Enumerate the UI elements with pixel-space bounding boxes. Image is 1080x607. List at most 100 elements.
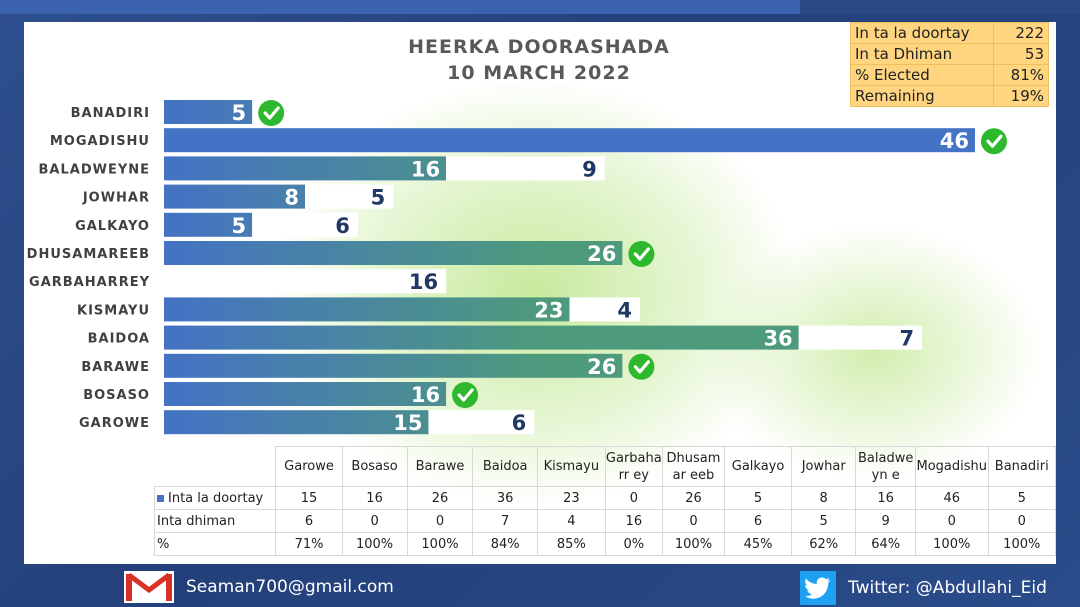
table-column-header: Bosaso [341, 446, 408, 487]
bar-remaining-label: 6 [512, 411, 527, 435]
table-cell: 9 [855, 509, 916, 533]
top-stripe [0, 0, 800, 14]
bar-elected-label: 8 [284, 186, 299, 210]
bar-elected [164, 297, 570, 322]
bar-elected [164, 382, 447, 406]
table-column-header: Garbaharr ey [604, 446, 663, 487]
check-icon [628, 353, 655, 380]
summary-row: % Elected 81% [850, 64, 1049, 86]
bar-elected [164, 241, 623, 265]
summary-label: Remaining [850, 85, 994, 107]
table-column-header: Jowhar [791, 446, 857, 487]
table-cell: 0 [604, 486, 663, 510]
table-row-label: Inta dhiman [153, 509, 277, 533]
table-cell: 26 [406, 486, 474, 510]
table-cell: 0 [661, 509, 726, 533]
table-cell: 16 [604, 509, 663, 533]
bar-elected [164, 325, 799, 350]
table-cell: 100% [341, 532, 408, 556]
bar-elected-label: 16 [411, 383, 440, 407]
summary-label: In ta la doortay [850, 22, 994, 44]
summary-value: 19% [993, 85, 1049, 107]
bar-elected-label: 26 [587, 242, 616, 266]
summary-table: In ta la doortay 222 In ta Dhiman 53% Elect… [850, 22, 1049, 107]
table-cell: 0 [987, 509, 1056, 533]
summary-value: 81% [993, 64, 1049, 86]
table-cell: 85% [536, 532, 606, 556]
table-cell: 100% [914, 532, 989, 556]
category-label: DHUSAMAREEB [27, 247, 150, 262]
check-icon [628, 241, 655, 267]
bar-remaining [305, 184, 394, 209]
bar-elected-label: 46 [940, 129, 969, 153]
chart-title-line1: HEERKA DOORASHADA [408, 36, 670, 58]
table-column-header: Baidoa [472, 446, 538, 487]
check-icon [258, 100, 285, 126]
legend-swatch [157, 494, 164, 502]
check-icon [452, 382, 479, 408]
bar-elected-label: 26 [587, 355, 616, 379]
category-label: GAROWE [79, 416, 150, 431]
summary-row: In ta la doortay 222 [850, 22, 1049, 44]
table-cell: 26 [661, 486, 726, 510]
twitter-bird-icon [800, 571, 836, 605]
table-cell: 0 [914, 509, 989, 533]
email-text[interactable]: Seaman700@gmail.com [186, 577, 394, 597]
bar-elected [164, 100, 253, 124]
category-label: BALADWEYNE [39, 162, 151, 177]
table-corner [153, 446, 277, 487]
table-cell: 36 [472, 486, 538, 510]
bar-elected-label: 5 [232, 214, 247, 238]
table-cell: 64% [855, 532, 916, 556]
bar-remaining [569, 297, 641, 322]
table-row-label: % [153, 532, 277, 556]
table-column-header: Barawe [406, 446, 474, 487]
table-column-header: Galkayo [724, 446, 793, 487]
bar-elected [164, 184, 306, 209]
table-cell: 6 [724, 509, 793, 533]
row-label-text: % [157, 536, 170, 552]
table-column-header: Banadiri [987, 446, 1056, 487]
table-cell: 15 [275, 486, 343, 510]
bar-elected [164, 410, 429, 435]
category-label: GALKAYO [75, 219, 150, 234]
bar-remaining [252, 212, 358, 237]
bar-remaining-label: 16 [409, 270, 438, 294]
table-row: Inta la doortay 15 16 26 36 23 0 26 5 8 16 46 5 [153, 486, 1056, 510]
category-label: BAIDOA [88, 332, 150, 347]
table-cell: 46 [914, 486, 989, 510]
bar-remaining-label: 4 [617, 298, 632, 322]
email-footer: Seaman700@gmail.com [124, 571, 394, 603]
summary-row: Remaining 19% [850, 85, 1049, 107]
chart-title-line2: 10 MARCH 2022 [447, 62, 631, 84]
summary-label: % Elected [850, 64, 994, 86]
table-cell: 4 [536, 509, 606, 533]
table-row: Inta dhiman 6 0 0 7 4 16 0 6 5 9 0 0 [153, 509, 1056, 533]
table-row-label: Inta la doortay [153, 486, 277, 510]
table-cell: 16 [341, 486, 408, 510]
table-cell: 23 [536, 486, 606, 510]
top-stripe-right [800, 0, 1080, 14]
background-glow-secondary [704, 222, 1044, 482]
bar-elected-label: 36 [763, 327, 792, 351]
bar-elected [164, 128, 975, 153]
check-icon [980, 128, 1007, 155]
bar-elected [164, 156, 447, 181]
bar-elected-label: 5 [232, 101, 247, 125]
category-label: BANADIRI [71, 106, 150, 121]
chart-title: HEERKA DOORASHADA 10 MARCH 2022 [354, 34, 724, 86]
category-label: BOSASO [83, 388, 150, 403]
table-cell: 7 [472, 509, 538, 533]
data-table: Garowe Bosaso Barawe Baidoa Kismayu Garbaharr… [153, 446, 1056, 556]
bar-elected-label: 23 [534, 298, 563, 322]
table-column-header: Dhusamar eeb [661, 446, 726, 487]
category-label: MOGADISHU [50, 134, 150, 149]
category-label: JOWHAR [82, 191, 150, 206]
bar-remaining [428, 410, 535, 435]
twitter-text[interactable]: Twitter: @Abdullahi_Eid [848, 578, 1047, 598]
bar-remaining-label: 7 [899, 327, 914, 351]
category-label: GARBAHARREY [29, 275, 150, 290]
bar-elected-label: 16 [411, 157, 440, 181]
table-cell: 62% [791, 532, 857, 556]
